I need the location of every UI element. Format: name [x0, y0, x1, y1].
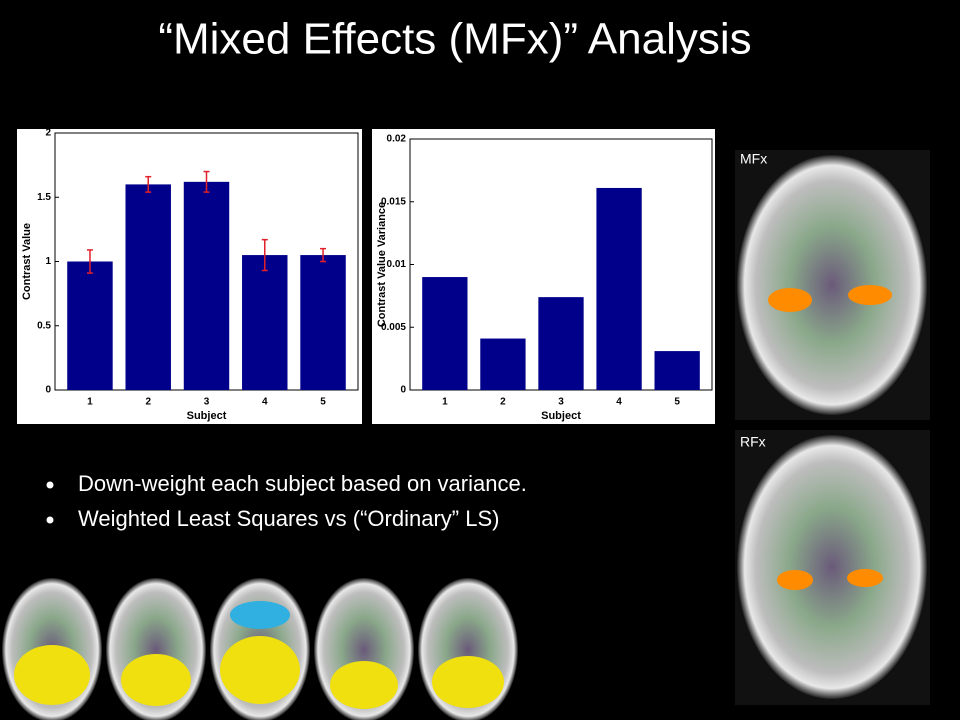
- bar: [125, 184, 171, 390]
- activation: [14, 645, 90, 705]
- y-tick-label: 1: [45, 256, 51, 267]
- y-axis-label: Contrast Value Variance: [376, 202, 388, 327]
- y-tick-label: 1.5: [37, 192, 51, 203]
- y-tick-label: 0.005: [381, 322, 406, 333]
- bullet-text: Down-weight each subject based on varian…: [78, 471, 527, 496]
- activation: [220, 636, 300, 704]
- bar: [422, 277, 468, 390]
- x-tick-label: 2: [145, 397, 151, 408]
- y-tick-label: 0: [45, 385, 51, 396]
- x-tick-label: 5: [674, 397, 680, 408]
- bar: [300, 255, 346, 390]
- activation: [330, 661, 398, 709]
- x-tick-label: 4: [262, 397, 268, 408]
- x-tick-label: 2: [500, 397, 506, 408]
- bar: [183, 181, 230, 390]
- bar: [654, 351, 700, 390]
- bar: [538, 297, 584, 390]
- y-tick-label: 0.02: [387, 134, 407, 145]
- brain-scan: [737, 435, 927, 699]
- bar: [67, 261, 113, 390]
- x-tick-label: 3: [204, 397, 210, 408]
- bullet-text: Weighted Least Squares vs (“Ordinary” LS…: [78, 506, 499, 531]
- x-tick-label: 4: [616, 397, 622, 408]
- activation: [230, 601, 290, 629]
- activation: [121, 654, 191, 706]
- activation: [777, 570, 813, 590]
- y-tick-label: 0.01: [387, 259, 407, 270]
- activation: [768, 288, 812, 312]
- x-tick-label: 1: [442, 397, 448, 408]
- activation: [847, 569, 883, 587]
- bullet-dot: [46, 516, 54, 524]
- image-label: MFx: [740, 151, 767, 167]
- y-tick-label: 2: [45, 128, 51, 139]
- x-tick-label: 5: [320, 397, 326, 408]
- x-tick-label: 1: [87, 397, 93, 408]
- bullet-dot: [46, 481, 54, 489]
- y-tick-label: 0.5: [37, 320, 51, 331]
- slide-title: “Mixed Effects (MFx)” Analysis: [158, 15, 751, 64]
- activation: [432, 656, 504, 708]
- x-axis-label: Subject: [187, 410, 227, 422]
- y-tick-label: 0.015: [381, 196, 406, 207]
- image-label: RFx: [740, 434, 766, 450]
- y-tick-label: 0: [400, 385, 406, 396]
- x-tick-label: 3: [558, 397, 564, 408]
- x-axis-label: Subject: [541, 410, 581, 422]
- subject-brains: [2, 578, 518, 720]
- bar: [480, 338, 526, 390]
- y-axis-label: Contrast Value: [21, 223, 33, 300]
- brain-scan: [737, 155, 927, 415]
- bar: [596, 187, 642, 390]
- bar: [242, 255, 288, 390]
- activation: [848, 285, 892, 305]
